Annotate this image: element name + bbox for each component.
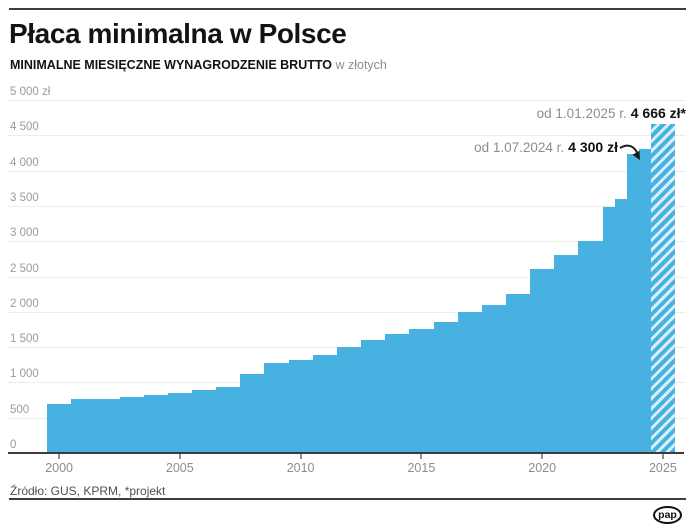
gridline-2500 xyxy=(8,276,686,278)
x-axis-label-2005: 2005 xyxy=(165,461,194,475)
annotation-2025-date: od 1.01.2025 r. xyxy=(536,106,627,121)
gridline-4500 xyxy=(8,135,686,137)
bar-2004 xyxy=(143,394,169,453)
bottom-rule xyxy=(9,498,686,500)
pap-logo-text: pap xyxy=(658,509,677,521)
source-note: Źródło: GUS, KPRM, *projekt xyxy=(10,484,166,498)
gridline-5000 xyxy=(8,100,686,101)
y-axis-label-4000: 4 000 xyxy=(10,156,39,169)
bar-2014 xyxy=(385,334,410,453)
y-axis-label-4500: 4 500 xyxy=(10,121,39,134)
bar-2007 xyxy=(216,386,241,453)
chart-subtitle: MINIMALNE MIESIĘCZNE WYNAGRODZENIE BRUTT… xyxy=(10,58,387,72)
gridline-2000 xyxy=(8,311,686,313)
bar-2008 xyxy=(240,373,265,453)
x-axis-label-2025: 2025 xyxy=(648,461,677,475)
bar-2024.5 xyxy=(638,149,652,453)
annotation-2024-value: 4 300 zł xyxy=(568,139,618,155)
annotation-2025-value: 4 666 zł* xyxy=(630,105,686,121)
bar-2025-projected xyxy=(650,123,676,453)
bar-2001 xyxy=(71,399,96,453)
y-axis-label-5000: 5 000 zł xyxy=(10,86,51,98)
y-axis-label-1500: 1 500 xyxy=(10,333,39,346)
bar-2011 xyxy=(312,355,338,453)
gridline-4000 xyxy=(8,170,686,172)
x-tick-2010 xyxy=(299,454,302,459)
bar-2005 xyxy=(167,393,193,453)
y-axis-label-2000: 2 000 xyxy=(10,297,39,310)
x-axis-label-2020: 2020 xyxy=(528,461,557,475)
page-title: Płaca minimalna w Polsce xyxy=(9,18,347,49)
annotation-2025: od 1.01.2025 r. 4 666 zł* xyxy=(537,105,686,122)
x-tick-2025 xyxy=(661,454,664,459)
bar-2013 xyxy=(361,340,386,453)
y-axis-label-2500: 2 500 xyxy=(10,262,39,275)
x-tick-2015 xyxy=(420,454,423,459)
x-tick-2000 xyxy=(58,454,61,459)
x-axis-label-2015: 2015 xyxy=(407,461,436,475)
y-axis-label-3500: 3 500 xyxy=(10,191,39,204)
subtitle-unit: w złotych xyxy=(335,58,387,72)
annotation-2024-date: od 1.07.2024 r. xyxy=(474,140,565,155)
bar-2016 xyxy=(433,322,459,453)
bar-2021 xyxy=(554,255,579,453)
y-axis-label-500: 500 xyxy=(10,403,30,416)
gridline-3000 xyxy=(8,241,686,243)
y-axis-label-3000: 3 000 xyxy=(10,227,39,240)
gridline-3500 xyxy=(8,205,686,207)
bar-2010 xyxy=(288,360,314,453)
bar-2003 xyxy=(119,396,145,453)
bar-2022 xyxy=(578,240,604,453)
x-tick-2020 xyxy=(541,454,544,459)
x-axis-label-2000: 2000 xyxy=(45,461,73,475)
bar-2024 xyxy=(626,153,640,453)
bar-2009 xyxy=(264,362,290,453)
x-tick-2005 xyxy=(178,454,181,459)
bar-2006 xyxy=(191,389,217,453)
annotation-arrow-icon xyxy=(619,144,640,160)
bar-2017 xyxy=(457,311,483,453)
bar-2020 xyxy=(530,269,555,453)
subtitle-measure: MINIMALNE MIESIĘCZNE WYNAGRODZENIE BRUTT… xyxy=(10,58,332,72)
bar-2018 xyxy=(481,304,507,453)
x-axis-line xyxy=(8,452,684,454)
bar-2002 xyxy=(95,399,121,453)
annotation-2024: od 1.07.2024 r. 4 300 zł xyxy=(474,139,618,156)
bar-2012 xyxy=(336,347,362,453)
top-rule xyxy=(9,8,686,10)
bar-2023.5 xyxy=(614,198,628,453)
y-axis-label-0: 0 xyxy=(10,439,17,451)
bar-2023 xyxy=(602,206,616,453)
bar-2015 xyxy=(409,329,435,453)
bar-2000 xyxy=(47,403,72,453)
pap-logo: pap xyxy=(653,506,682,524)
x-axis-label-2010: 2010 xyxy=(286,461,315,475)
y-axis-label-1000: 1 000 xyxy=(10,368,39,381)
bar-2019 xyxy=(505,294,531,453)
